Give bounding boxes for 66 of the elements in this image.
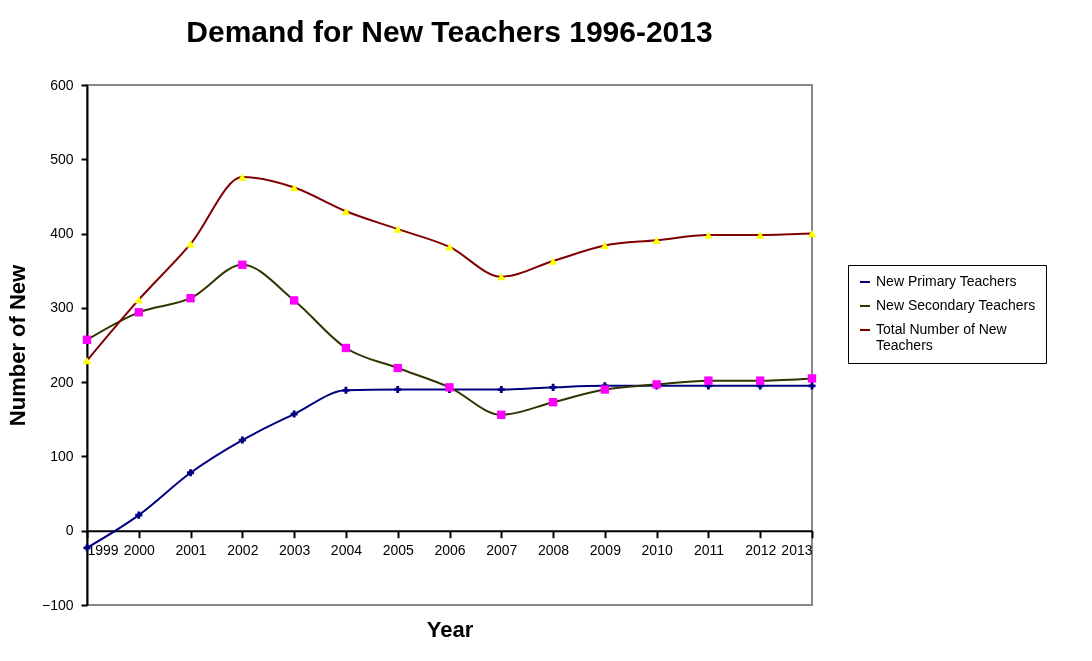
point — [342, 386, 350, 394]
point — [548, 257, 558, 265]
point — [82, 335, 92, 344]
point — [704, 376, 713, 385]
x-tick-label: 2007 — [486, 542, 518, 559]
point — [497, 273, 506, 281]
legend-label: Total Number of New Teachers — [876, 321, 1008, 353]
point — [600, 385, 610, 394]
chart-title: Demand for New Teachers 1996-2013 — [186, 15, 713, 48]
point — [393, 363, 402, 373]
x-tick-label: 2010 — [641, 542, 673, 559]
x-tick-label: 2003 — [279, 542, 311, 559]
y-tick-label: 500 — [50, 150, 74, 167]
point — [704, 231, 713, 239]
legend-label: New Secondary Teachers — [876, 297, 1036, 313]
point — [756, 231, 765, 239]
point — [394, 386, 402, 394]
point — [134, 296, 143, 304]
point — [135, 511, 143, 519]
y-axis-title: Number of New — [4, 263, 30, 427]
point — [134, 308, 143, 317]
point — [549, 383, 557, 391]
y-tick-label: 600 — [50, 76, 74, 93]
point — [652, 236, 661, 244]
point — [238, 173, 247, 181]
x-tick-label: 2001 — [175, 542, 207, 559]
point — [808, 382, 816, 390]
point — [238, 436, 246, 444]
y-tick-label: 400 — [50, 225, 74, 242]
x-tick-label: 2006 — [434, 542, 466, 559]
point — [548, 398, 558, 407]
x-tick-label: 2013 — [781, 542, 813, 559]
y-tick-label: −100 — [41, 596, 74, 613]
point — [82, 356, 92, 365]
x-tick-label: 1999 — [87, 542, 119, 559]
x-tick-label: 2008 — [537, 542, 570, 559]
y-tick-label: 200 — [50, 373, 74, 390]
point — [289, 183, 299, 192]
x-tick-label: 2004 — [330, 542, 363, 559]
point — [445, 243, 454, 251]
x-tick-label: 2009 — [589, 542, 622, 559]
y-tick-label: 0 — [65, 522, 74, 539]
y-tick-label: 100 — [50, 447, 74, 464]
x-tick-label: 2000 — [123, 542, 156, 559]
point — [497, 410, 506, 420]
point — [807, 229, 817, 238]
point — [290, 410, 298, 418]
point — [341, 207, 351, 215]
point — [186, 240, 195, 248]
point — [341, 343, 351, 353]
x-tick-label: 2011 — [693, 542, 725, 559]
point — [600, 241, 610, 250]
x-tick-label: 2002 — [227, 542, 259, 559]
x-tick-label: 2005 — [382, 542, 414, 559]
y-tick-label: 300 — [50, 299, 74, 316]
point — [186, 294, 195, 303]
point — [393, 225, 402, 233]
point — [756, 376, 765, 385]
x-tick-label: 2012 — [745, 542, 777, 559]
point — [497, 386, 505, 394]
point — [187, 469, 195, 477]
point — [289, 296, 299, 305]
x-axis-title: Year — [426, 617, 474, 643]
point — [238, 260, 247, 269]
legend-label: New Primary Teachers — [876, 273, 1017, 289]
point — [807, 374, 817, 383]
